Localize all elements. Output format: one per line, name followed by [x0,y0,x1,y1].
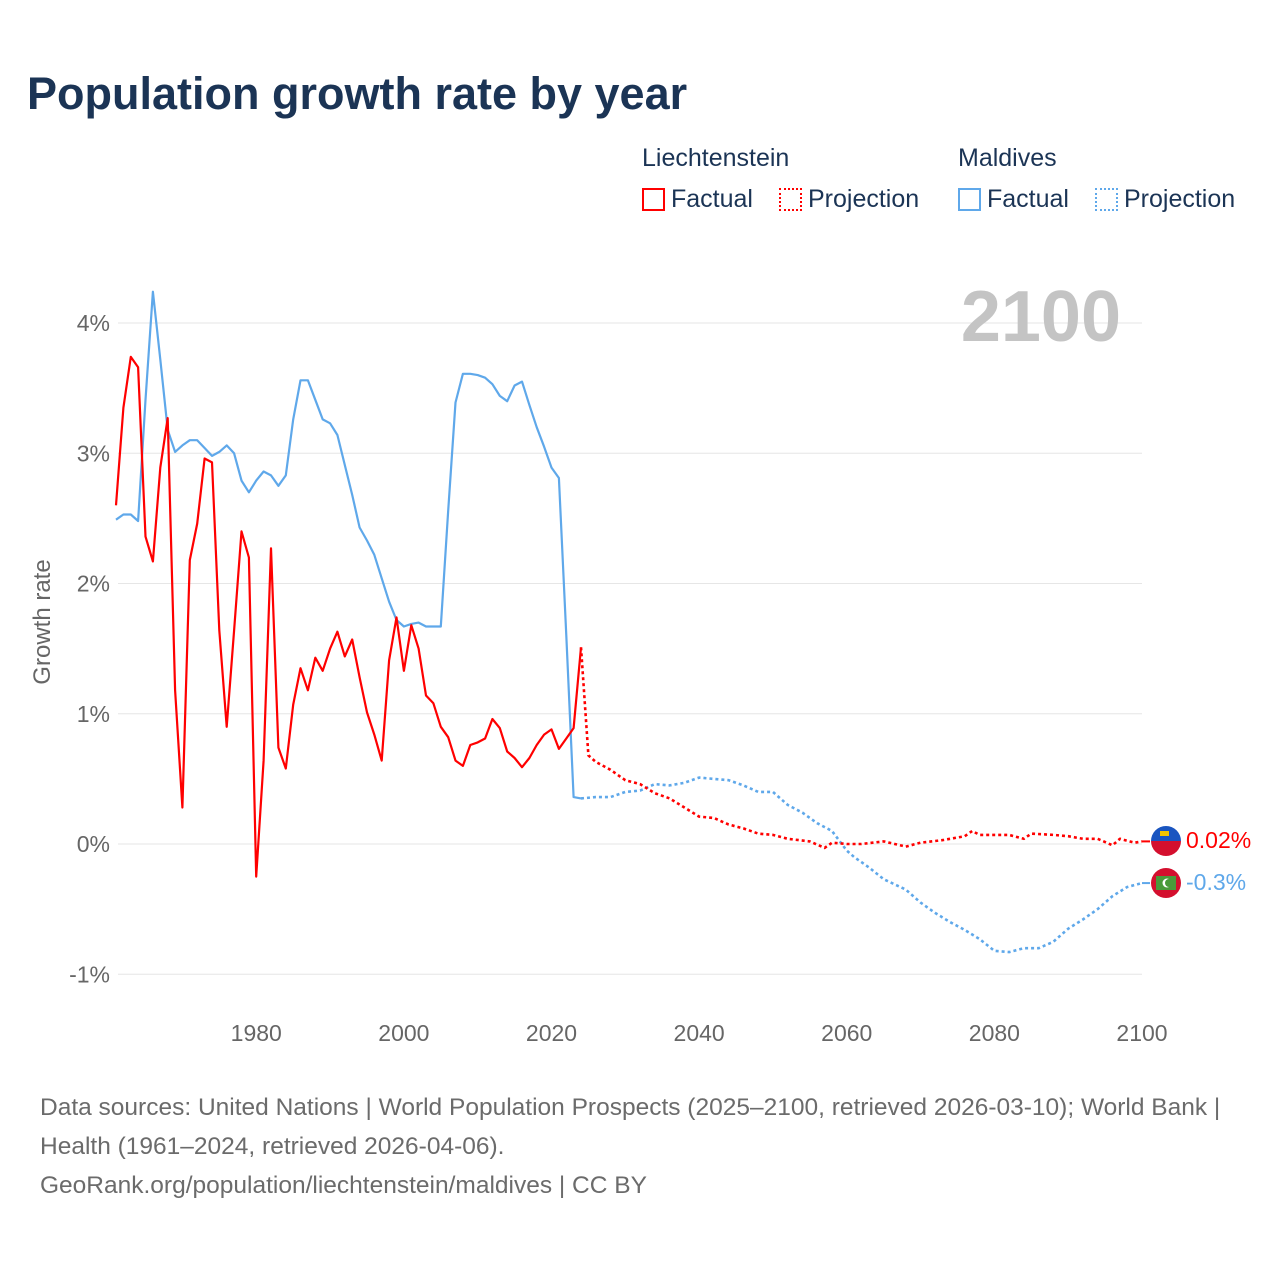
legend-liechtenstein: Liechtenstein Factual Projection [642,144,919,214]
data-sources: Data sources: United Nations | World Pop… [40,1094,1221,1160]
liechtenstein-flag-icon [1151,826,1181,856]
legend-label: Factual [987,185,1069,213]
legend-item-maldives-factual[interactable]: Factual [958,185,1069,214]
legend-item-maldives-projection[interactable]: Projection [1094,185,1236,214]
legend-group-name: Liechtenstein [642,144,790,172]
legend-maldives: Maldives Factual Projection [958,144,1235,214]
x-tick-label: 2040 [674,1020,725,1046]
end-label-liechtenstein: 0.02% [1186,827,1251,853]
legend-item-liechtenstein-factual[interactable]: Factual [642,185,753,214]
y-tick-label: 1% [77,701,110,727]
series-line-liechtenstein-projection [579,647,1143,850]
chart-title: Population growth rate by year [27,68,688,119]
end-label-maldives: -0.3% [1186,869,1246,895]
attribution-link[interactable]: GeoRank.org/population/liechtenstein/mal… [40,1172,647,1199]
solid-swatch-icon [642,188,665,211]
y-axis-label: Growth rate [29,559,56,684]
series-line-liechtenstein-factual [114,355,583,878]
x-tick-label: 2060 [821,1020,872,1046]
footer: Data sources: United Nations | World Pop… [40,1088,1240,1205]
solid-swatch-icon [958,188,981,211]
line-chart: 4% 3% 2% 1% 0% -1% 1980 2000 2020 2040 2060 2080 210… [29,277,1251,1046]
y-tick-label: 0% [77,831,110,857]
x-tick-label: 2080 [969,1020,1020,1046]
legend-group-name: Maldives [958,144,1057,172]
y-tick-label: 3% [77,440,110,466]
y-tick-label: -1% [69,961,110,987]
series-line-maldives-projection [580,776,1143,954]
series-line-maldives-factual [115,290,582,800]
dotted-swatch-icon [1094,188,1118,211]
x-tick-label: 1980 [231,1020,282,1046]
y-tick-label: 4% [77,310,110,336]
x-tick-label: 2020 [526,1020,577,1046]
x-tick-label: 2100 [1116,1020,1167,1046]
dotted-swatch-icon [778,188,802,211]
legend-label: Projection [1123,185,1236,213]
x-tick-label: 2000 [378,1020,429,1046]
y-tick-label: 2% [77,571,110,597]
legend-item-liechtenstein-projection[interactable]: Projection [778,185,920,214]
legend-label: Factual [671,185,753,213]
maldives-flag-icon [1151,868,1181,898]
year-watermark: 2100 [961,277,1121,357]
legend-label: Projection [807,185,920,213]
